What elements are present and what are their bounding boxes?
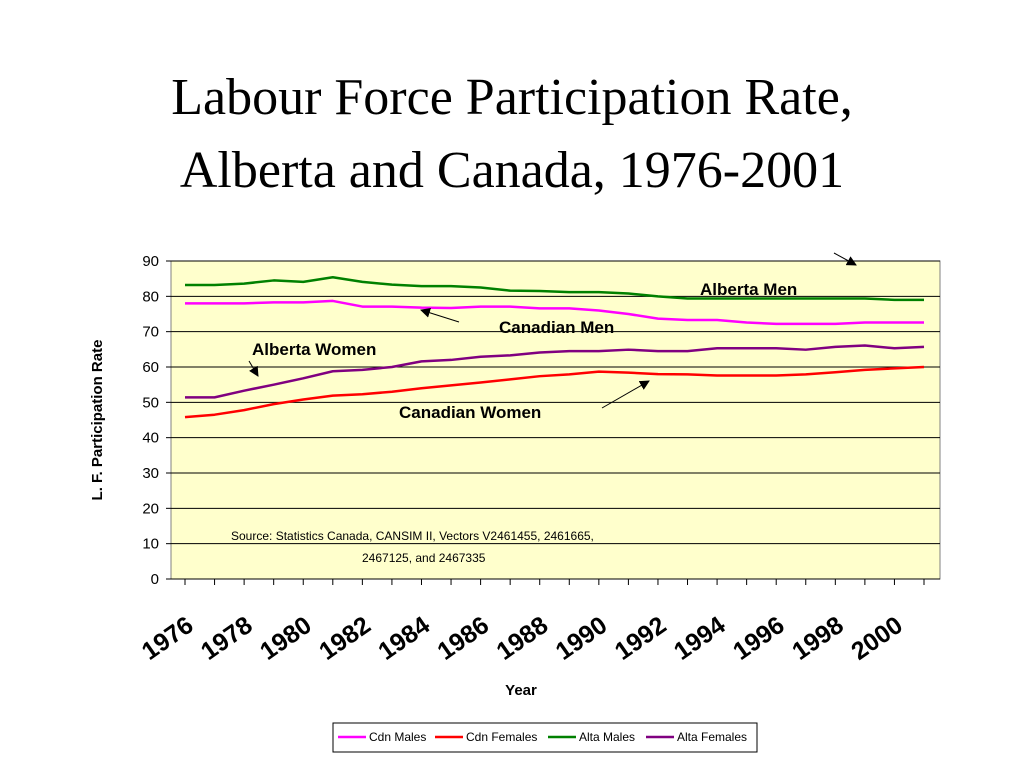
legend-label: Cdn Males bbox=[369, 730, 426, 744]
annotation-alberta-men: Alberta Men bbox=[700, 280, 797, 299]
legend-label: Cdn Females bbox=[466, 730, 537, 744]
x-tick-label: 1984 bbox=[373, 611, 435, 666]
legend-item: Cdn Males bbox=[338, 730, 426, 744]
x-tick-label: 1992 bbox=[610, 611, 672, 666]
x-tick-label: 1998 bbox=[787, 611, 849, 666]
series-line-alta-males bbox=[185, 276, 924, 302]
y-tick-label: 20 bbox=[142, 500, 159, 517]
x-tick-label: 1978 bbox=[196, 611, 258, 666]
annotation-alberta-women: Alberta Women bbox=[252, 340, 376, 359]
source-note-line-2: 2467125, and 2467335 bbox=[362, 551, 486, 565]
y-tick-label: 10 bbox=[142, 536, 159, 553]
legend-label: Alta Females bbox=[677, 730, 747, 744]
plot-area bbox=[170, 260, 941, 580]
x-tick-label: 1986 bbox=[432, 611, 494, 666]
arrow-alberta-women bbox=[248, 360, 259, 377]
x-tick-label: 1996 bbox=[728, 611, 790, 666]
series-line-cdn-females bbox=[184, 365, 925, 419]
x-tick-label: 1994 bbox=[669, 611, 731, 666]
arrow-canadian-men bbox=[420, 307, 460, 323]
x-tick-label: 1976 bbox=[137, 611, 199, 666]
y-tick-label: 90 bbox=[142, 253, 159, 270]
source-note-line-1: Source: Statistics Canada, CANSIM II, Ve… bbox=[231, 529, 594, 543]
legend-item: Cdn Females bbox=[435, 730, 537, 744]
series-line-cdn-males bbox=[185, 299, 924, 326]
x-tick-label: 1982 bbox=[314, 611, 376, 666]
y-axis-label: L. F. Participation Rate bbox=[89, 340, 106, 501]
x-axis-label: Year bbox=[505, 682, 537, 699]
arrow-alberta-men bbox=[833, 252, 857, 266]
annotation-canadian-women: Canadian Women bbox=[399, 403, 541, 422]
annotation-canadian-men: Canadian Men bbox=[499, 318, 614, 337]
title-line-1: Labour Force Participation Rate, bbox=[171, 69, 853, 126]
title-line-2: Alberta and Canada, 1976-2001 bbox=[179, 141, 845, 199]
x-tick-label: 2000 bbox=[846, 611, 908, 666]
x-tick-label: 1988 bbox=[492, 611, 554, 666]
legend-item: Alta Males bbox=[548, 730, 635, 744]
x-tick-label: 1980 bbox=[255, 611, 317, 666]
legend-box bbox=[332, 722, 758, 753]
x-tick-label: 1990 bbox=[551, 611, 613, 666]
page-title: Labour Force Participation Rate, Alberta… bbox=[0, 62, 1024, 208]
y-tick-label: 70 bbox=[142, 324, 159, 341]
series-line-alta-females bbox=[185, 344, 925, 399]
y-tick-label: 60 bbox=[142, 359, 159, 376]
legend-item: Alta Females bbox=[646, 730, 747, 744]
y-tick-label: 40 bbox=[142, 430, 159, 447]
legend-label: Alta Males bbox=[579, 730, 635, 744]
y-tick-label: 0 bbox=[151, 571, 159, 588]
arrow-canadian-women bbox=[601, 380, 650, 409]
legend: Cdn Males Cdn Females Alta Males Alta Femal… bbox=[332, 722, 758, 753]
y-tick-label: 80 bbox=[142, 288, 159, 305]
y-tick-label: 30 bbox=[142, 465, 159, 482]
y-tick-label: 50 bbox=[142, 394, 159, 411]
